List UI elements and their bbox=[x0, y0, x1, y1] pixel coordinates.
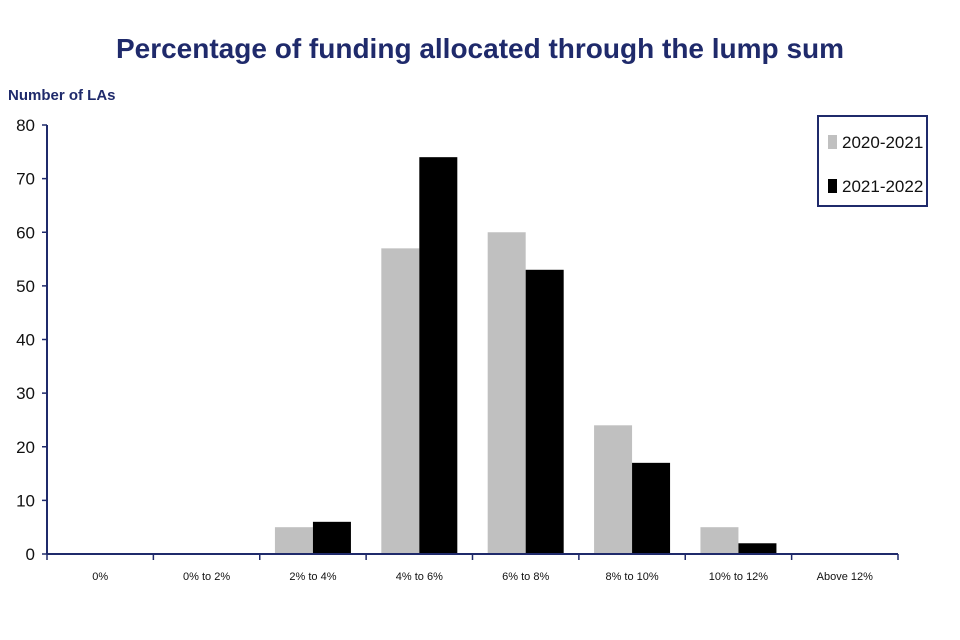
legend-label-2: 2021-2022 bbox=[842, 177, 923, 196]
x-tick-label: 0% to 2% bbox=[183, 571, 230, 583]
bar-series2-2 bbox=[312, 521, 351, 554]
bar-series1-2 bbox=[274, 527, 313, 554]
x-tick-label: 10% to 12% bbox=[709, 571, 769, 583]
y-tick-label: 60 bbox=[16, 223, 35, 242]
bar-series2-4 bbox=[525, 269, 564, 554]
y-tick-label: 20 bbox=[16, 438, 35, 457]
y-tick-label: 50 bbox=[16, 277, 35, 296]
x-tick-label: 8% to 10% bbox=[605, 571, 658, 583]
bar-series1-6 bbox=[700, 527, 739, 554]
bar-series2-5 bbox=[632, 462, 671, 554]
x-tick-label: 6% to 8% bbox=[502, 571, 549, 583]
x-tick-label: 0% bbox=[92, 571, 108, 583]
x-ticks-group: 0% 0% to 2% 2% to 4% 4% to 6% 6% to 8% 8% to … bbox=[46, 554, 899, 583]
axes-group bbox=[46, 125, 898, 555]
x-tick-label: 2% to 4% bbox=[289, 571, 336, 583]
y-tick-label: 30 bbox=[16, 384, 35, 403]
bar-series1-5 bbox=[594, 425, 633, 554]
legend-swatch-1 bbox=[828, 135, 837, 149]
y-ticks-group: 0 10 20 30 40 50 60 70 80 bbox=[16, 116, 47, 564]
y-tick-label: 10 bbox=[16, 491, 35, 510]
chart-title: Percentage of funding allocated through … bbox=[116, 33, 844, 64]
x-tick-label: 4% to 6% bbox=[396, 571, 443, 583]
legend: 2020-2021 2021-2022 bbox=[817, 115, 928, 207]
bars-group bbox=[274, 157, 777, 555]
bar-series2-3 bbox=[419, 157, 458, 555]
legend-label-1: 2020-2021 bbox=[842, 133, 923, 152]
y-axis-label: Number of LAs bbox=[8, 87, 116, 104]
legend-swatch-2 bbox=[828, 179, 837, 193]
y-tick-label: 70 bbox=[16, 170, 35, 189]
bar-series1-4 bbox=[487, 232, 526, 554]
x-tick-label: Above 12% bbox=[817, 571, 873, 583]
bar-series1-3 bbox=[381, 248, 420, 554]
y-tick-label: 0 bbox=[26, 545, 35, 564]
y-tick-label: 40 bbox=[16, 331, 35, 350]
y-tick-label: 80 bbox=[16, 116, 35, 135]
bar-series2-6 bbox=[738, 543, 777, 554]
